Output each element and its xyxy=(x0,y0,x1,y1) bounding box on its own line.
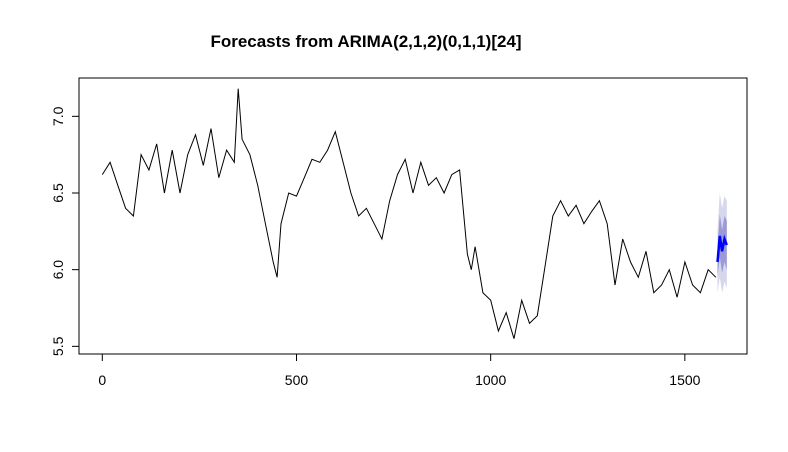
series-line xyxy=(101,88,717,339)
x-tick-label: 500 xyxy=(285,372,309,388)
chart-title: Forecasts from ARIMA(2,1,2)(0,1,1)[24] xyxy=(210,32,521,51)
x-tick-label: 1000 xyxy=(475,372,506,388)
y-tick-label: 6.5 xyxy=(50,183,66,203)
plot-box xyxy=(78,77,748,355)
y-tick-label: 5.5 xyxy=(50,336,66,356)
y-tick-label: 7.0 xyxy=(50,106,66,126)
x-axis: 0 500 1000 1500 xyxy=(98,353,701,388)
x-tick-label: 1500 xyxy=(669,372,700,388)
forecast-line xyxy=(716,234,728,263)
x-tick-label: 0 xyxy=(98,372,106,388)
y-axis: 5.5 6.0 6.5 7.0 xyxy=(50,106,80,356)
y-tick-label: 6.0 xyxy=(50,260,66,280)
